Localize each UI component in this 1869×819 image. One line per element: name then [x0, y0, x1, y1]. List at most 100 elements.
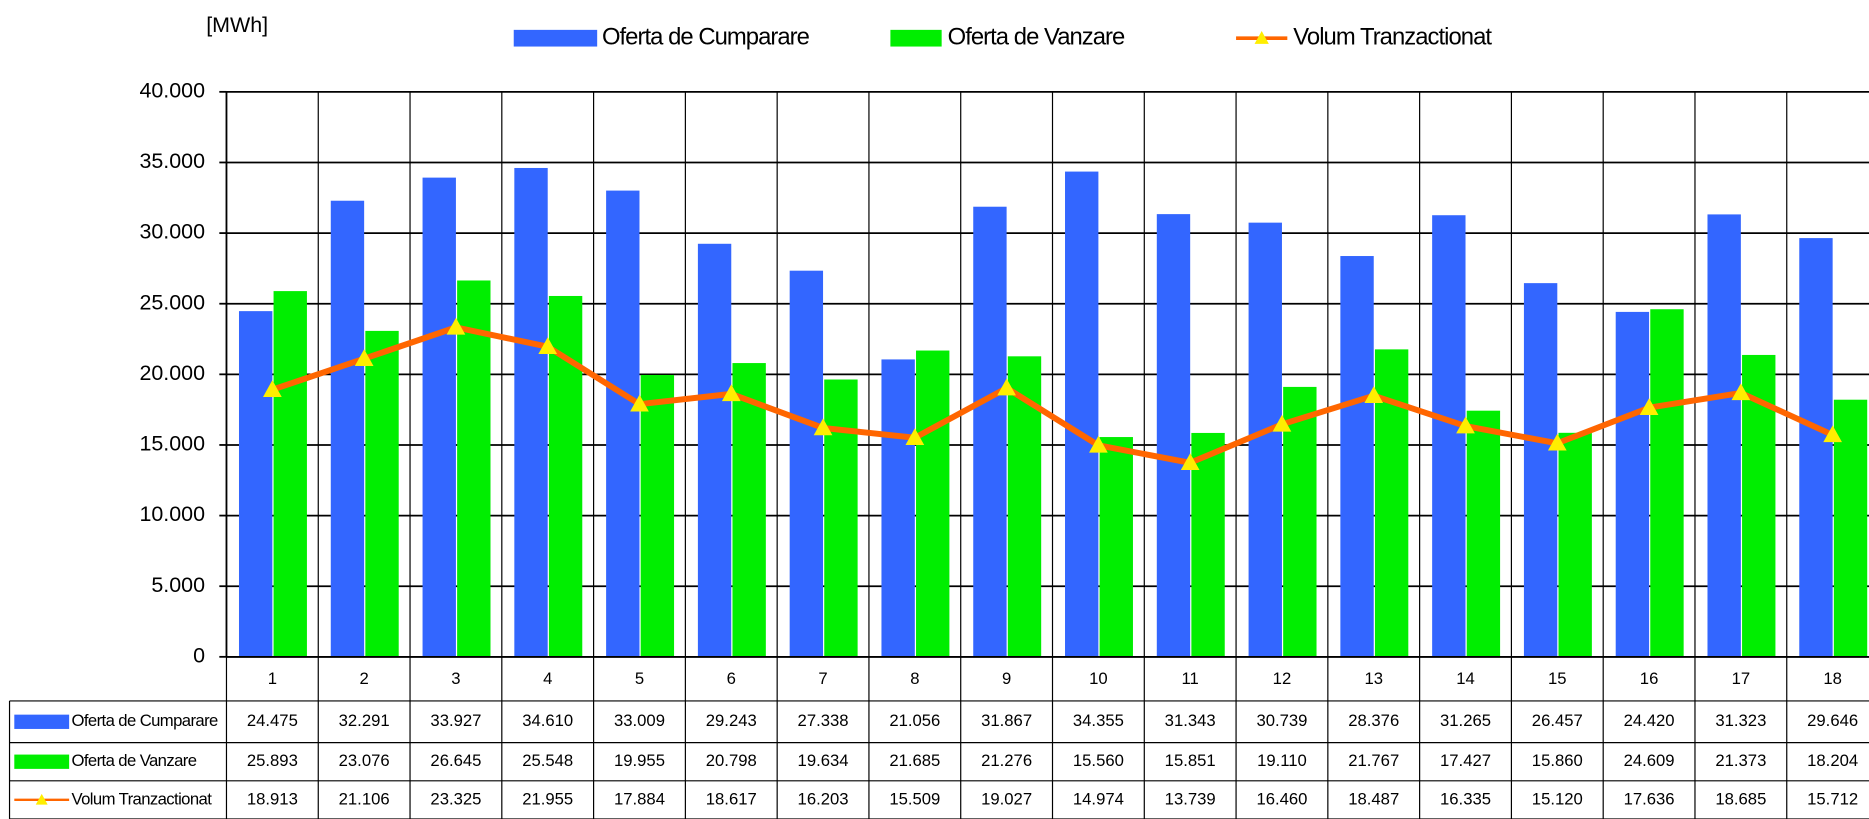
x-tick-label: 12: [1273, 669, 1292, 688]
y-tick-label: 30.000: [139, 220, 205, 244]
marker: [997, 378, 1016, 396]
y-tick-label: 10.000: [139, 502, 205, 526]
bar: [1156, 214, 1191, 657]
bar: [1065, 171, 1099, 657]
bar: [1099, 437, 1133, 657]
marker: [1639, 398, 1659, 415]
x-tick-label: 3: [451, 669, 460, 688]
table-value: 19.955: [614, 751, 665, 770]
y-axis-label: [MWh]: [206, 13, 268, 37]
y-tick-label: 20.000: [139, 361, 205, 385]
table-value: 26.457: [1532, 711, 1583, 730]
table-value: 23.325: [430, 789, 481, 808]
legend-marker: [1254, 31, 1269, 44]
bar: [789, 270, 824, 657]
legend-label: Oferta de Cumparare: [602, 24, 810, 51]
table-value: 16.460: [1256, 789, 1307, 808]
marker: [1089, 435, 1108, 453]
bar: [273, 291, 307, 657]
table-value: 19.027: [981, 789, 1032, 808]
bar: [1707, 214, 1741, 657]
x-tick-label: 9: [1002, 669, 1011, 688]
table-value: 21.056: [889, 711, 940, 730]
x-tick-label: 4: [543, 669, 552, 688]
table-value: 15.860: [1532, 751, 1583, 770]
table-value: 18.617: [706, 789, 757, 808]
table-value: 33.927: [430, 711, 481, 730]
y-tick-label: 0: [193, 644, 205, 668]
table-legend-key: [14, 754, 70, 769]
table-value: 16.203: [798, 789, 849, 808]
table-value: 21.106: [339, 789, 390, 808]
x-tick-label: 7: [818, 669, 827, 688]
x-tick-label: 13: [1364, 669, 1383, 688]
y-tick-label: 5.000: [151, 573, 205, 597]
x-tick-label: 1: [268, 669, 277, 688]
bar: [606, 190, 640, 657]
table-value: 31.265: [1440, 711, 1491, 730]
table-value: 19.110: [1257, 751, 1307, 770]
bar: [1248, 222, 1282, 657]
bar: [973, 206, 1007, 657]
marker: [263, 380, 282, 397]
bar: [640, 374, 675, 657]
bar: [1340, 256, 1374, 657]
table-value: 21.685: [889, 751, 940, 770]
bar: [514, 167, 548, 657]
table-value: 21.955: [522, 789, 573, 808]
table-value: 23.076: [339, 751, 390, 770]
table-value: 25.548: [522, 751, 573, 770]
table-value: 31.867: [981, 711, 1032, 730]
table-value: 15.509: [889, 789, 940, 808]
line: [271, 324, 1834, 466]
x-tick-label: 14: [1456, 669, 1475, 688]
table-value: 34.610: [522, 711, 573, 730]
bar: [881, 359, 915, 657]
table-value: 27.338: [798, 711, 849, 730]
table-value: 16.335: [1440, 789, 1491, 808]
table-value: 29.243: [706, 711, 757, 730]
legend-label: Oferta de Vanzare: [948, 24, 1125, 51]
table-value: 13.739: [1165, 789, 1216, 808]
bar: [1833, 399, 1868, 657]
bar: [1558, 432, 1592, 657]
table-value: 21.276: [981, 751, 1032, 770]
table-value: 20.798: [706, 751, 757, 770]
bar: [697, 243, 732, 657]
bar: [1191, 432, 1225, 657]
table-value: 17.636: [1624, 789, 1675, 808]
table-value: 14.974: [1073, 789, 1124, 808]
legend-key: [513, 29, 598, 47]
table-value: 31.343: [1165, 711, 1216, 730]
table-value: 19.634: [798, 751, 849, 770]
marker: [354, 349, 374, 366]
bar: [1615, 311, 1650, 657]
table-value: 15.560: [1073, 751, 1124, 770]
table-value: 26.645: [430, 751, 481, 770]
table-value: 24.420: [1624, 711, 1675, 730]
bar: [1432, 215, 1466, 657]
table-value: 21.767: [1348, 751, 1399, 770]
marker: [1272, 414, 1292, 432]
bar: [457, 280, 491, 657]
y-tick-label: 35.000: [139, 149, 205, 173]
table-value: 32.291: [339, 711, 390, 730]
marker: [446, 317, 466, 335]
table-value: 33.009: [614, 711, 665, 730]
bar: [1466, 410, 1501, 657]
table-series-name: Oferta de Vanzare: [72, 751, 197, 770]
marker: [1180, 453, 1200, 471]
bar: [422, 177, 456, 657]
table-value: 24.475: [247, 711, 298, 730]
y-tick-label: 15.000: [139, 432, 205, 456]
x-tick-label: 16: [1640, 669, 1659, 688]
bar: [1799, 238, 1833, 657]
table-value: 34.355: [1073, 711, 1124, 730]
bar: [330, 200, 365, 657]
x-tick-label: 5: [635, 669, 644, 688]
table-series-name: Oferta de Cumparare: [72, 711, 219, 730]
table-value: 15.712: [1807, 789, 1858, 808]
table-value: 18.685: [1715, 789, 1766, 808]
x-tick-label: 11: [1182, 669, 1199, 688]
